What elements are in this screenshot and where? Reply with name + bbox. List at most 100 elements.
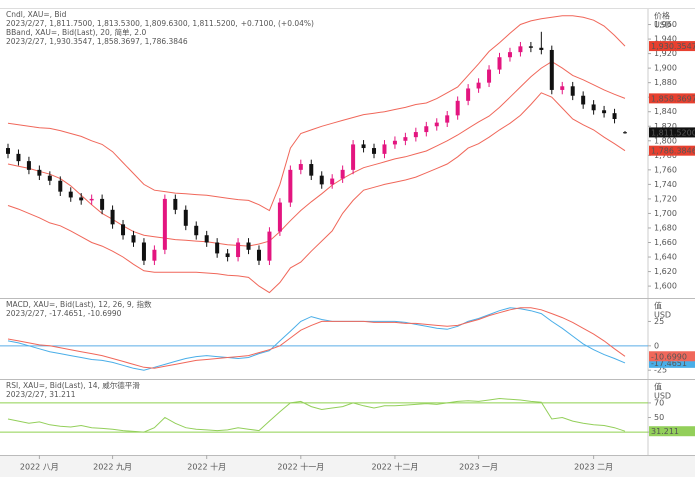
candle-body	[58, 180, 63, 192]
bollinger-band	[7, 15, 626, 212]
y-tick-label: 1,820	[654, 122, 677, 131]
candle-body	[173, 198, 178, 210]
x-axis-band	[0, 455, 695, 477]
candle-body	[612, 113, 617, 119]
candle-body	[455, 100, 460, 116]
last-value-label: 31.211	[651, 427, 679, 436]
axis-unit: USD	[654, 392, 671, 401]
candle-body	[26, 161, 31, 170]
candle-body	[152, 249, 157, 261]
candle-body	[79, 197, 84, 201]
candle-body	[581, 95, 586, 105]
bollinger-band	[7, 92, 626, 294]
candle-body	[424, 126, 429, 133]
candle-body	[37, 169, 42, 176]
candle-body	[413, 132, 418, 138]
x-tick-label: 2022 九月	[93, 463, 132, 472]
indicator-line	[7, 307, 626, 369]
candle-body	[570, 86, 575, 96]
candle-body	[403, 137, 408, 141]
change-info: +0.7100, (+0.04%)	[241, 19, 314, 28]
candle-body	[330, 178, 335, 185]
candle-body	[476, 82, 481, 89]
candle-body	[110, 209, 115, 225]
indicator-line	[7, 397, 626, 433]
candle-body	[277, 202, 282, 232]
y-tick-label: 1,700	[654, 209, 677, 218]
candle-body	[215, 242, 220, 254]
y-tick-label: 1,660	[654, 238, 677, 247]
last-value-label: 1,930.3547	[651, 42, 695, 51]
candle-body	[591, 104, 596, 111]
y-tick-label: 1,880	[654, 78, 677, 87]
chart-title: Cndl, XAU=, Bid	[6, 10, 67, 19]
x-tick-label: 2023 二月	[574, 463, 613, 472]
last-value-label: -17.4651	[651, 359, 687, 368]
y-tick-label: 1,940	[654, 35, 677, 44]
y-tick-label: 50	[654, 413, 664, 422]
candle-body	[47, 175, 52, 181]
y-tick-label: 70	[654, 398, 664, 407]
candle-body	[100, 198, 105, 210]
last-value-tag	[649, 357, 695, 368]
candle-body	[121, 224, 126, 236]
candle-body	[602, 110, 607, 114]
candle-body	[487, 69, 492, 83]
last-value-label: 1,786.3846	[651, 147, 695, 156]
chart-info: 2023/2/27, -17.4651, -10.6990	[6, 309, 122, 318]
last-value-tag	[649, 41, 695, 52]
bband-title: BBand, XAU=, Bid(Last), 20, 简单, 2.0	[6, 27, 146, 37]
y-tick-label: 1,960	[654, 20, 677, 29]
y-tick-label: -25	[654, 366, 667, 375]
candle-body	[89, 198, 94, 201]
x-tick-label: 2022 八月	[20, 463, 59, 472]
candle-body	[372, 148, 377, 154]
candle-body	[256, 249, 261, 261]
candle-body	[361, 144, 366, 149]
candle-body	[68, 191, 73, 198]
last-value-label: -10.6990	[651, 352, 687, 361]
y-tick-label: 1,900	[654, 64, 677, 73]
last-value-tag	[649, 145, 695, 156]
candle-body	[16, 153, 21, 162]
y-tick-label: 1,600	[654, 282, 677, 291]
axis-label: 值	[654, 382, 662, 392]
candle-body	[246, 242, 251, 250]
axis-label: 价格	[654, 11, 670, 21]
candle-body	[518, 46, 523, 53]
candle-body	[549, 49, 554, 90]
last-value-tag	[649, 351, 695, 362]
candle-body	[162, 198, 167, 250]
candle-body	[131, 235, 136, 243]
candle-body	[6, 148, 10, 154]
candle-body	[434, 122, 439, 127]
axis-unit: USD	[654, 21, 671, 30]
y-tick-label: 25	[654, 317, 664, 326]
candle-body	[528, 46, 533, 48]
y-tick-label: 0	[654, 341, 659, 350]
last-value-label: 1,858.3697	[651, 94, 695, 103]
last-value-tag	[649, 127, 695, 138]
last-value-tag	[649, 93, 695, 104]
x-tick-label: 2022 十一月	[277, 462, 324, 472]
candle-body	[288, 169, 293, 203]
candle-body	[183, 209, 188, 226]
candle-body	[466, 88, 471, 101]
x-tick-label: 2023 一月	[459, 463, 498, 472]
candle-body	[141, 242, 146, 261]
y-tick-label: 1,620	[654, 267, 677, 276]
candle-body	[539, 47, 544, 50]
y-tick-label: 1,720	[654, 194, 677, 203]
last-value-label: 1,811.5200	[651, 128, 695, 137]
x-tick-label: 2022 十二月	[371, 462, 418, 472]
y-tick-label: 1,680	[654, 223, 677, 232]
candle-body	[382, 144, 387, 154]
candle-body	[236, 242, 241, 258]
candle-body	[319, 175, 324, 185]
y-tick-label: 1,840	[654, 107, 677, 116]
axis-unit: USD	[654, 311, 671, 320]
candle-body	[309, 164, 314, 176]
y-tick-label: 1,920	[654, 49, 677, 58]
candle-body	[445, 115, 450, 123]
